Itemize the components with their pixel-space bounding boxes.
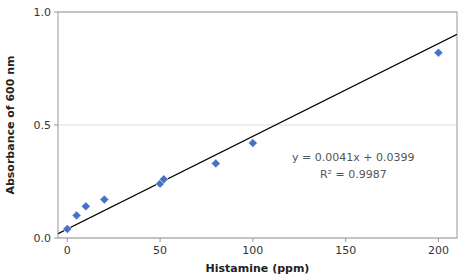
annotation: R² = 0.9987 xyxy=(320,168,387,181)
x-tick xyxy=(345,238,346,242)
point xyxy=(81,202,90,211)
point xyxy=(63,224,72,233)
x-tick xyxy=(160,238,161,242)
chart: 0 50 100 150 200 0.0 0.5 1.0 Histamine (ppm) Abso… xyxy=(0,0,471,280)
x-tick xyxy=(438,238,439,242)
x-tick-label: 150 xyxy=(335,244,356,257)
trend-line xyxy=(58,34,457,233)
y-tick xyxy=(54,12,58,13)
y-tick xyxy=(54,238,58,239)
x-tick xyxy=(67,238,68,242)
x-tick xyxy=(252,238,253,242)
x-tick-label: 0 xyxy=(64,244,71,257)
annotation: y = 0.0041x + 0.0399 xyxy=(292,151,414,164)
y-tick-label: 1.0 xyxy=(34,6,52,19)
y-tick-label: 0.0 xyxy=(34,232,52,245)
plot-frame xyxy=(58,12,457,238)
x-tick-label: 50 xyxy=(153,244,167,257)
x-tick-label: 100 xyxy=(242,244,263,257)
plot-area xyxy=(58,34,457,233)
point xyxy=(211,159,220,168)
x-axis-label: Histamine (ppm) xyxy=(206,262,310,275)
y-axis-label: Absorbance of 600 nm xyxy=(4,55,17,194)
x-tick-label: 200 xyxy=(428,244,449,257)
grid-line xyxy=(58,125,457,126)
point xyxy=(248,139,257,148)
point xyxy=(100,195,109,204)
point xyxy=(434,48,443,57)
point xyxy=(159,175,168,184)
point xyxy=(72,211,81,220)
y-tick-label: 0.5 xyxy=(34,119,52,132)
y-tick xyxy=(54,125,58,126)
